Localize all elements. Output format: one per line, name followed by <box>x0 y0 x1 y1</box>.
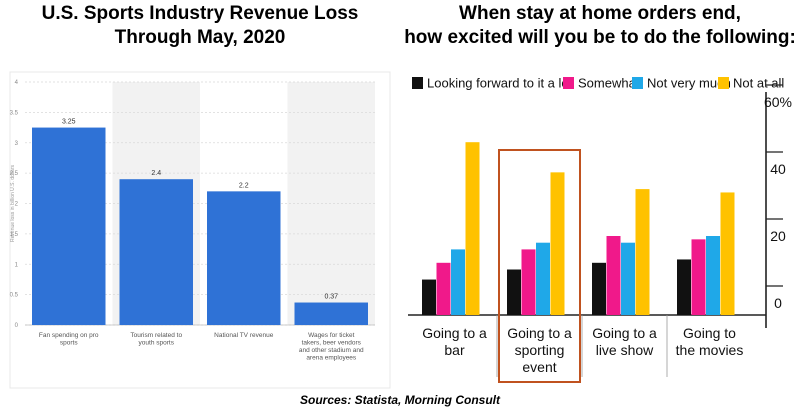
left-chart-title: U.S. Sports Industry Revenue Loss Through… <box>41 3 359 48</box>
bar-1-0 <box>507 269 521 315</box>
legend-swatch <box>412 77 423 89</box>
bar-0-3 <box>465 142 480 315</box>
right-chart-title: When stay at home orders end, how excited… <box>404 3 796 48</box>
y-tick-label: 20 <box>770 228 786 244</box>
bar-value-label: 2.2 <box>239 182 249 189</box>
x-tick-label: Going to the movies <box>676 325 744 358</box>
legend-label: Not at all <box>733 76 784 91</box>
legend-swatch <box>632 77 643 89</box>
bar-3-0 <box>677 259 691 315</box>
bar-0 <box>32 127 106 325</box>
x-tick-label: Going to a sporting event <box>507 325 572 375</box>
bar-2-2 <box>621 242 635 315</box>
highlight-box <box>498 149 581 383</box>
bar-3-1 <box>691 239 706 315</box>
bar-2-0 <box>592 262 606 315</box>
bar-1-2 <box>536 242 550 315</box>
x-tick-label: National TV revenue <box>214 332 274 339</box>
source-note: Sources: Statista, Morning Consult <box>299 393 500 407</box>
y-tick-label: 0.5 <box>10 293 19 299</box>
bar-value-label: 2.4 <box>151 170 161 177</box>
bar-1-1 <box>521 249 536 315</box>
y-tick-label: 0 <box>15 323 19 329</box>
y-tick-label: 4 <box>15 80 19 86</box>
bar-value-label: 3.25 <box>62 119 76 126</box>
y-tick-label: 1.5 <box>10 232 19 238</box>
bar-0-2 <box>451 249 465 315</box>
bar-2-1 <box>606 236 621 315</box>
legend-label: Somewhat <box>578 76 640 91</box>
excitement-grouped-bar-chart: Looking forward to it a lot Somewhat Not v… <box>408 76 792 383</box>
bar-2 <box>207 191 281 325</box>
x-tick-label: Going to a live show <box>592 325 657 358</box>
y-tick-label: 2.5 <box>10 171 19 177</box>
legend-swatch <box>563 77 574 89</box>
x-tick-label: Fan spending on pro sports <box>39 332 99 347</box>
bar-1 <box>119 179 193 325</box>
bar-0-0 <box>422 279 436 315</box>
bar-3 <box>294 302 368 325</box>
y-tick-label: 60% <box>764 94 792 110</box>
bar-3-2 <box>706 236 720 315</box>
y-tick-label: 0 <box>774 295 782 311</box>
x-tick-label: Tourism related to youth sports <box>130 332 182 347</box>
x-tick-label: Wages for ticket takers, beer vendors and … <box>299 332 364 362</box>
bar-1-3 <box>550 172 565 315</box>
y-tick-label: 40 <box>770 161 786 177</box>
y-tick-label: 2 <box>15 202 19 208</box>
bar-value-label: 0.37 <box>324 294 338 301</box>
bar-2-3 <box>635 189 650 315</box>
x-tick-label: Going to a bar <box>422 325 487 358</box>
legend-label: Looking forward to it a lot <box>427 76 573 91</box>
legend-label: Not very much <box>647 76 731 91</box>
y-tick-label: 3.5 <box>10 110 19 116</box>
y-tick-label: 3 <box>15 141 19 147</box>
bar-0-1 <box>436 262 451 315</box>
legend-swatch <box>718 77 729 89</box>
y-axis-label: Revenue loss in billion U.S. dollars <box>10 165 16 242</box>
y-tick-label: 1 <box>15 262 19 268</box>
bar-3-3 <box>720 192 735 315</box>
revenue-loss-bar-chart: 0 0.5 1 1.5 2 2.5 3 3.5 4 Revenue loss in billion… <box>9 71 391 389</box>
